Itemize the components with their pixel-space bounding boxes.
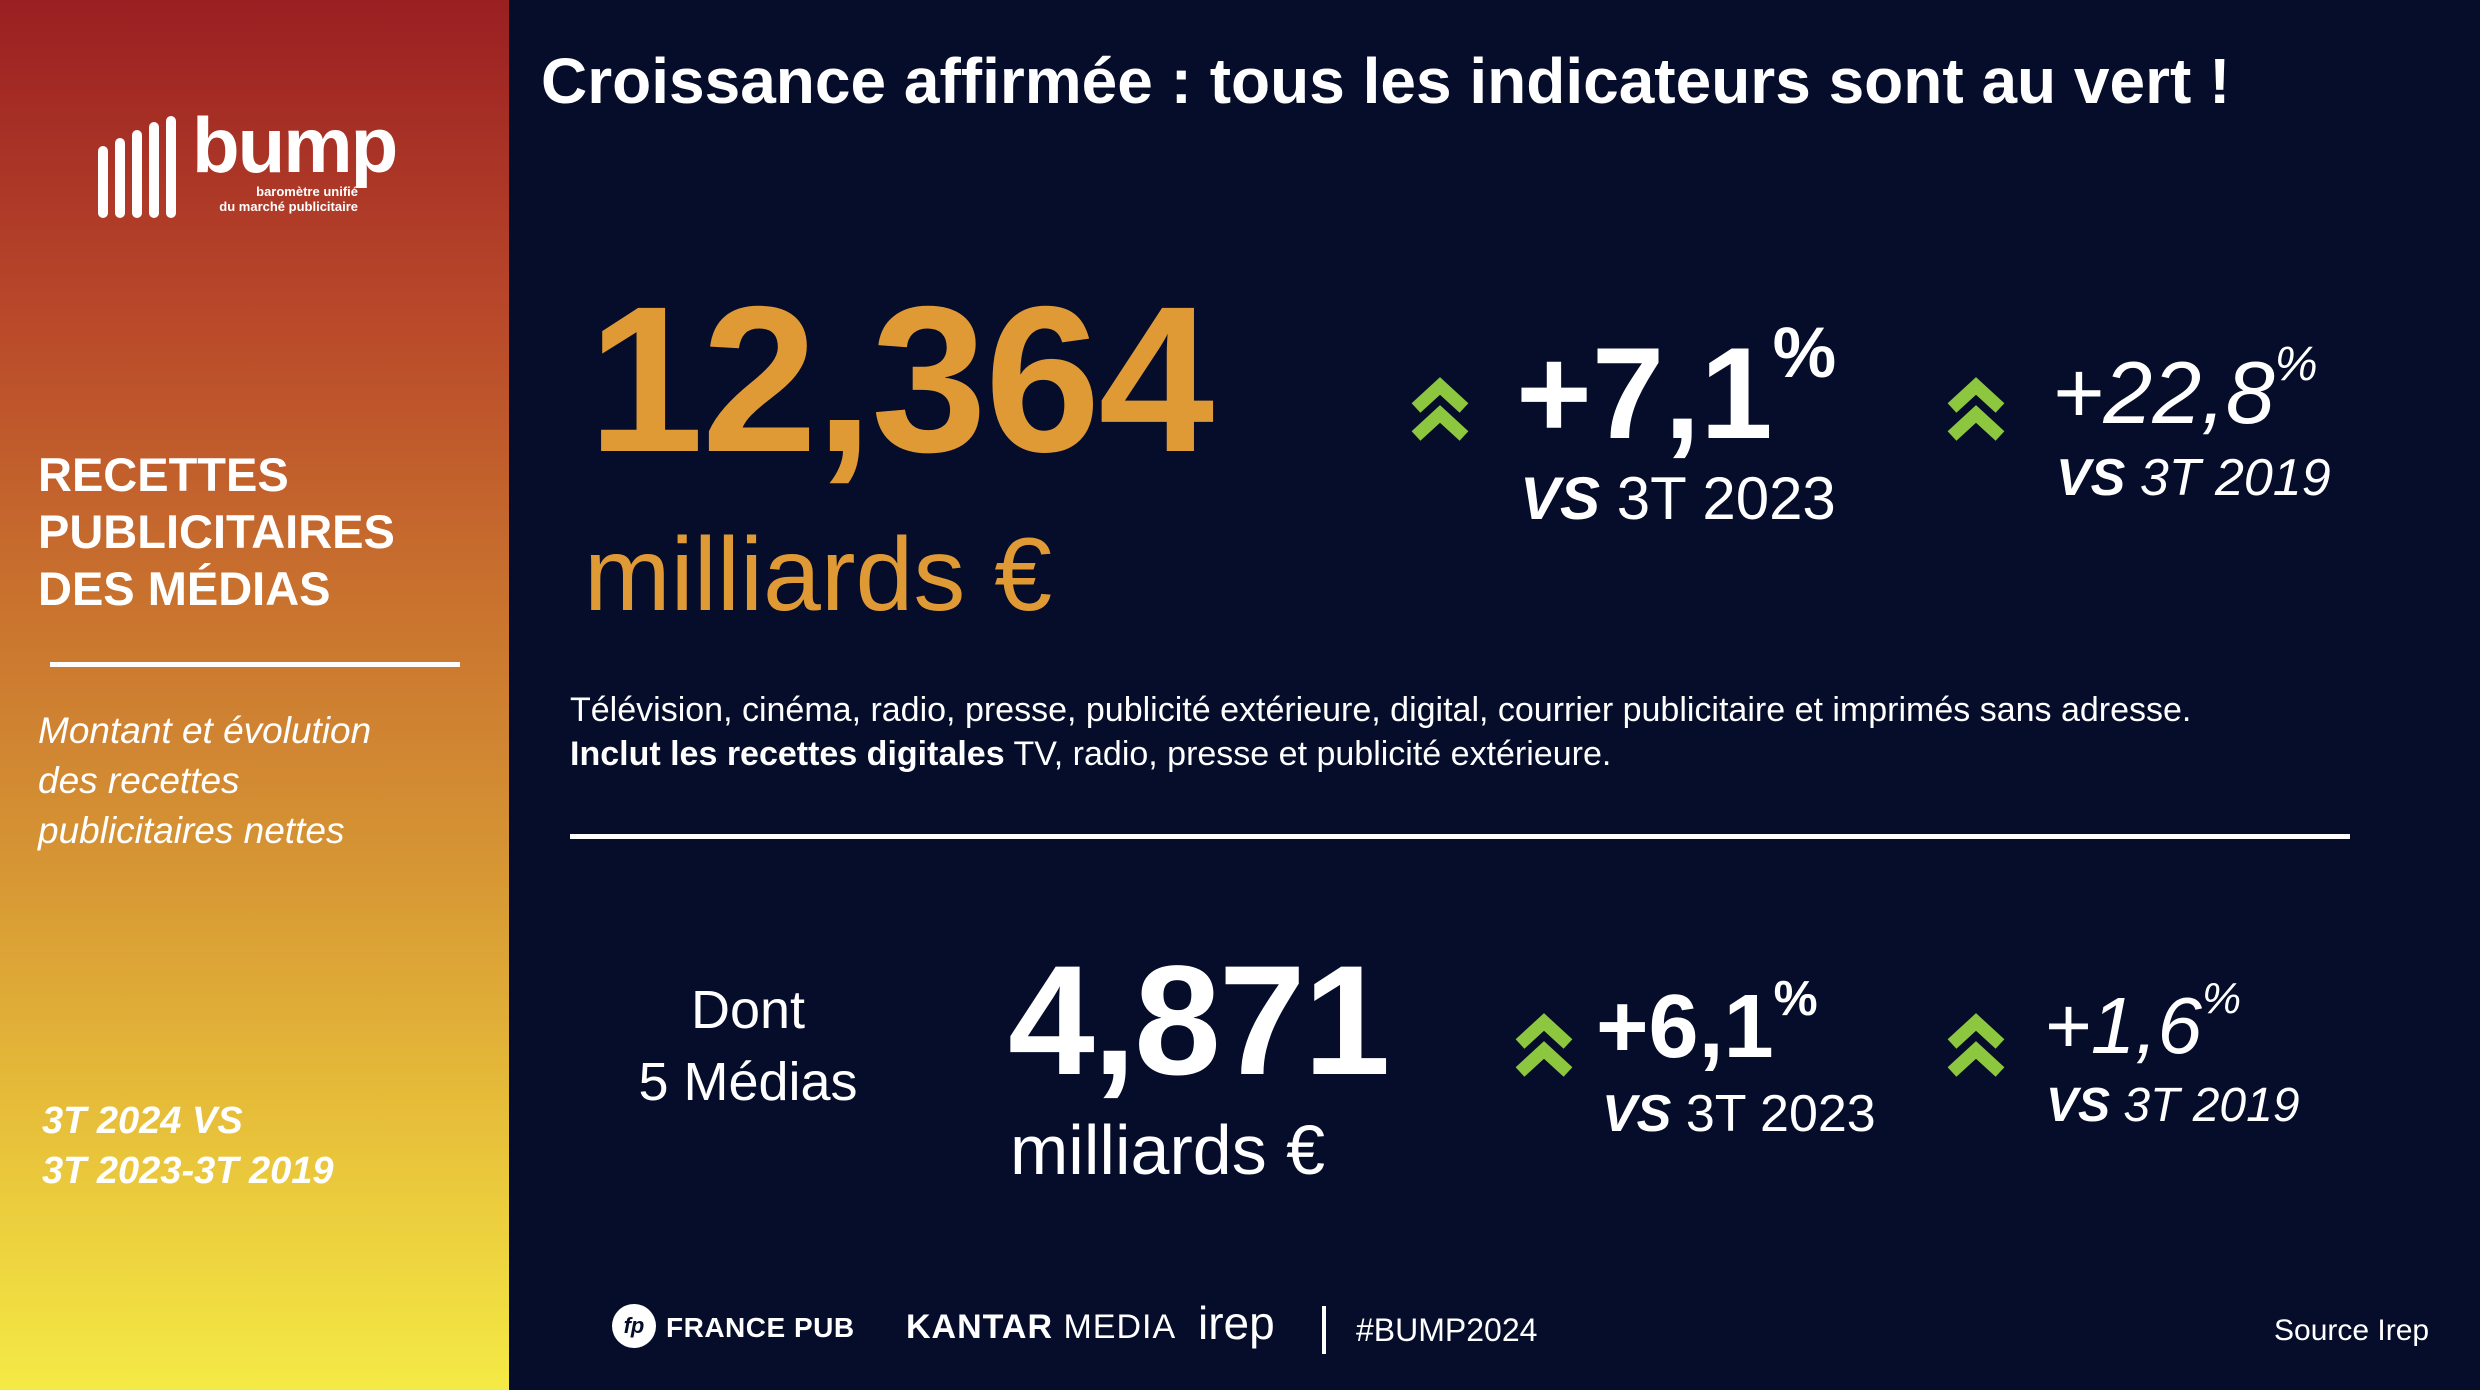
growth-value: +22,8 [2052, 343, 2275, 442]
percent-sign: % [1773, 971, 1818, 1026]
vs-period: 3T 2023 [1685, 1085, 1876, 1143]
vs-prefix: VS [1520, 465, 1601, 532]
irep-logo: irep [1198, 1297, 1275, 1349]
total-growth-vs-2023: +7,1% [1516, 313, 1836, 468]
total-unit: milliards € [584, 517, 1053, 633]
double-chevron-up-icon [1947, 1013, 2005, 1077]
percent-sign: % [2274, 337, 2318, 391]
double-chevron-up-icon [1411, 377, 1469, 441]
logo-subtitle-line: du marché publicitaire [219, 199, 358, 214]
vs-period: 3T 2023 [1616, 465, 1836, 532]
five-media-vs-2019-label: VS 3T 2019 [2046, 1078, 2300, 1133]
five-media-value: 4,871 [1008, 934, 1390, 1108]
double-chevron-up-icon [1515, 1013, 1573, 1077]
five-media-growth-vs-2023: +6,1% [1596, 971, 1818, 1079]
page-headline: Croissance affirmée : tous les indicateu… [541, 45, 2231, 117]
total-vs-2023-label: VS 3T 2023 [1520, 464, 1836, 533]
francepub-logo-icon: fp [612, 1304, 656, 1348]
logo-subtitle: baromètre unifié du marché publicitaire [206, 184, 358, 214]
five-media-vs-2023-label: VS 3T 2023 [1602, 1084, 1876, 1144]
sidebar-title-line: RECETTES [38, 448, 289, 501]
source-note: Source Irep [2274, 1314, 2430, 1347]
description-rest: TV, radio, presse et publicité extérieur… [1004, 735, 1612, 773]
sidebar-title: RECETTES PUBLICITAIRES DES MÉDIAS [38, 446, 395, 617]
sidebar-divider [50, 662, 460, 667]
sidebar-title-line: PUBLICITAIRES [38, 505, 395, 558]
kantar-media-logo: KANTAR MEDIA [906, 1308, 1176, 1347]
sidebar-panel: bump baromètre unifié du marché publicit… [0, 0, 509, 1390]
logo-bars-icon [98, 116, 176, 218]
vs-period: 3T 2019 [2123, 1079, 2300, 1132]
description-line: Inclut les recettes digitales TV, radio,… [570, 732, 2191, 776]
sidebar-period: 3T 2024 VS 3T 2023-3T 2019 [42, 1096, 334, 1196]
sidebar-title-line: DES MÉDIAS [38, 562, 331, 615]
sidebar-period-line: 3T 2023-3T 2019 [42, 1150, 334, 1192]
section-divider [570, 834, 2350, 839]
logo-subtitle-line: baromètre unifié [256, 184, 358, 199]
footer-separator [1322, 1306, 1326, 1354]
total-vs-2019-label: VS 3T 2019 [2056, 448, 2331, 508]
description-line: Télévision, cinéma, radio, presse, publi… [570, 691, 2192, 729]
double-chevron-up-icon [1947, 377, 2005, 441]
bump-logo: bump baromètre unifié du marché publicit… [98, 101, 428, 222]
five-media-label: Dont 5 Médias [600, 974, 896, 1118]
sidebar-subtitle-line: Montant et évolution [38, 710, 372, 751]
vs-prefix: VS [2056, 449, 2126, 507]
growth-value: +6,1 [1596, 977, 1774, 1077]
total-growth-vs-2019: +22,8% [2052, 337, 2318, 444]
logo-wordmark: bump [192, 101, 398, 189]
vs-period: 3T 2019 [2139, 449, 2331, 507]
description-bold: Inclut les recettes digitales [570, 735, 1005, 773]
sidebar-subtitle: Montant et évolution des recettes public… [38, 706, 478, 856]
growth-value: +7,1 [1516, 320, 1773, 466]
sidebar-subtitle-line: publicitaires nettes [38, 810, 345, 851]
total-value: 12,364 [588, 264, 1214, 496]
sidebar-subtitle-line: des recettes [38, 760, 240, 801]
growth-value: +1,6 [2044, 981, 2202, 1070]
percent-sign: % [2201, 974, 2242, 1023]
five-media-label-line: 5 Médias [638, 1052, 858, 1112]
five-media-growth-vs-2019: +1,6% [2044, 974, 2241, 1072]
percent-sign: % [1772, 313, 1837, 393]
vs-prefix: VS [2046, 1079, 2111, 1132]
five-media-label-line: Dont [690, 980, 806, 1040]
five-media-unit: milliards € [1010, 1111, 1326, 1189]
francepub-logo-text: FRANCE PUB [666, 1312, 855, 1343]
sidebar-period-line: 3T 2024 VS [42, 1100, 243, 1142]
kantar-bold: KANTAR [906, 1308, 1054, 1346]
hashtag: #BUMP2024 [1356, 1312, 1538, 1348]
scope-description: Télévision, cinéma, radio, presse, publi… [570, 688, 2191, 776]
vs-prefix: VS [1602, 1085, 1672, 1143]
kantar-rest: MEDIA [1053, 1308, 1177, 1346]
